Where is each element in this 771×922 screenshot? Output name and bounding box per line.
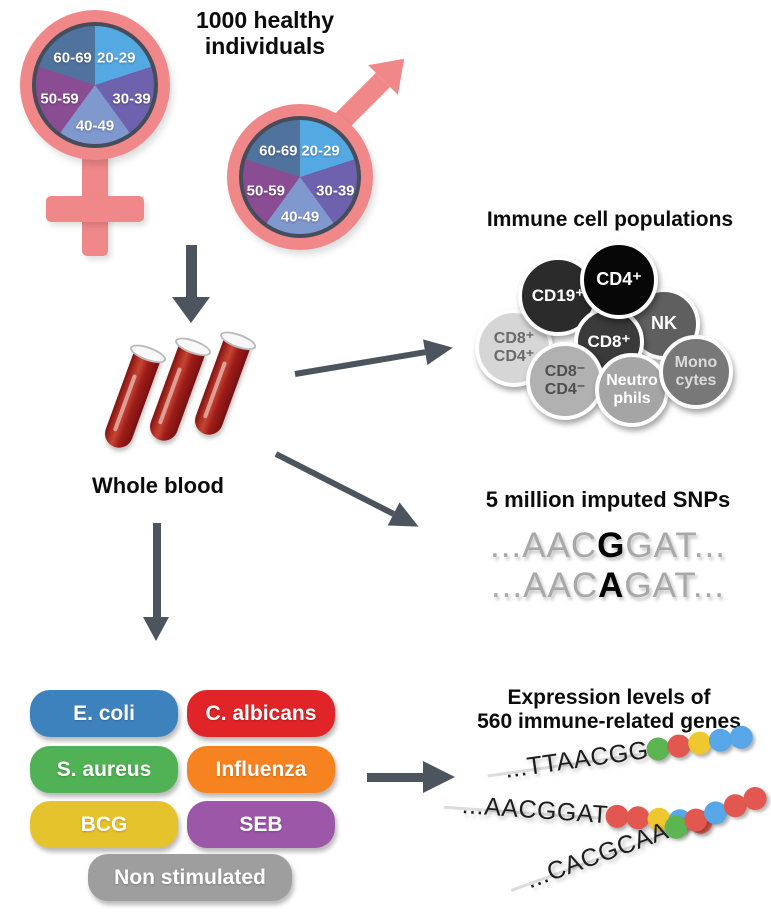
stimulus-calbicans: C. albicans	[187, 690, 335, 737]
arrow-shaft	[274, 451, 395, 517]
stimulus-label: SEB	[239, 812, 283, 836]
snp-prefix: ...AAC	[490, 566, 599, 605]
tube-highlight	[157, 366, 183, 425]
stimulus-label: Non stimulated	[114, 865, 266, 889]
arrow-down-to-blood	[186, 245, 197, 297]
stimulus-seb: SEB	[187, 801, 335, 848]
tube-highlight	[202, 360, 228, 419]
expression-dot	[728, 723, 754, 750]
snp-variant-allele: G	[597, 526, 626, 565]
cell-label: CD8⁺	[587, 331, 631, 351]
expression-title: Expression levels of 560 immune-related …	[477, 686, 741, 733]
cell-cd8neg-cd4neg: CD8⁻ CD4⁻	[526, 342, 604, 420]
age-slice-label: 60-69	[259, 142, 298, 160]
stimulus-ecoli: E. coli	[30, 690, 178, 737]
age-slice-label: 60-69	[53, 49, 92, 67]
immune-cells-title: Immune cell populations	[486, 208, 734, 231]
arrow-head	[387, 502, 425, 539]
arrow-head	[423, 334, 455, 366]
arrow-shaft	[294, 349, 426, 377]
strand-sequence: ...TTAACGG	[502, 735, 651, 784]
female-symbol: 60-69 20-29 50-59 30-39 40-49	[20, 10, 170, 160]
arrow-down-to-blood-head	[172, 297, 210, 323]
age-slice-label: 50-59	[246, 182, 285, 200]
stimulus-influenza: Influenza	[187, 746, 335, 793]
stimulus-label: E. coli	[73, 701, 135, 725]
strand-sequence: ...AACGGAT	[461, 790, 609, 829]
snp-sequence-2: ...AACAGAT...	[443, 566, 771, 606]
whole-blood-label: Whole blood	[92, 473, 224, 498]
stimulus-saureus: S. aureus	[30, 746, 178, 793]
arrow-to-immune-cells	[293, 334, 455, 388]
male-age-pie-chart: 60-69 20-29 50-59 30-39 40-49	[239, 116, 361, 238]
stimulus-label: S. aureus	[56, 757, 152, 781]
female-age-pie-chart: 60-69 20-29 50-59 30-39 40-49	[32, 22, 158, 148]
stimulus-label: C. albicans	[205, 701, 317, 725]
male-symbol: 60-69 20-29 50-59 30-39 40-49	[227, 104, 373, 250]
snp-suffix: GAT...	[624, 566, 726, 605]
snps-title: 5 million imputed SNPs	[485, 487, 731, 512]
cell-label: NK	[651, 313, 677, 334]
age-slice-label: 30-39	[112, 90, 151, 108]
cell-label: CD8⁺ CD4⁺	[493, 330, 535, 365]
snp-sequence-1: ...AACGGAT...	[443, 526, 771, 566]
cell-neutrophils: Neutro phils	[595, 353, 669, 427]
stimulus-label: Influenza	[215, 757, 307, 781]
snp-suffix: GAT...	[625, 526, 727, 565]
cell-label: CD19⁺	[531, 285, 585, 305]
cell-label: CD8⁻ CD4⁻	[544, 363, 586, 398]
cell-monocytes: Mono cytes	[659, 335, 733, 409]
page-title: 1000 healthy individuals	[195, 7, 335, 59]
arrow-to-expression	[367, 773, 423, 782]
arrow-to-expression-head	[423, 761, 455, 793]
snp-variant-allele: A	[598, 566, 625, 605]
age-slice-label: 40-49	[75, 117, 115, 135]
arrow-to-snps	[270, 442, 425, 540]
arrow-down-to-stimulations	[153, 523, 161, 617]
stimulus-bcg: BCG	[30, 801, 178, 848]
stimulus-label: BCG	[80, 812, 128, 836]
age-slice-label: 20-29	[97, 49, 136, 67]
stimulus-non-stimulated: Non stimulated	[88, 854, 292, 901]
cell-label: Mono cytes	[674, 354, 718, 389]
female-symbol-crossbar	[46, 196, 144, 222]
cell-cd4: CD4⁺	[580, 241, 658, 319]
cell-label: Neutro phils	[606, 372, 658, 407]
snp-prefix: ...AAC	[489, 526, 598, 565]
age-slice-label: 20-29	[301, 142, 340, 160]
arrow-down-to-stimulations-head	[143, 617, 169, 641]
age-slice-label: 40-49	[280, 208, 320, 226]
age-slice-label: 50-59	[40, 90, 79, 108]
tube-highlight	[112, 373, 138, 432]
age-slice-label: 30-39	[316, 182, 355, 200]
cell-label: CD4⁺	[596, 269, 642, 290]
